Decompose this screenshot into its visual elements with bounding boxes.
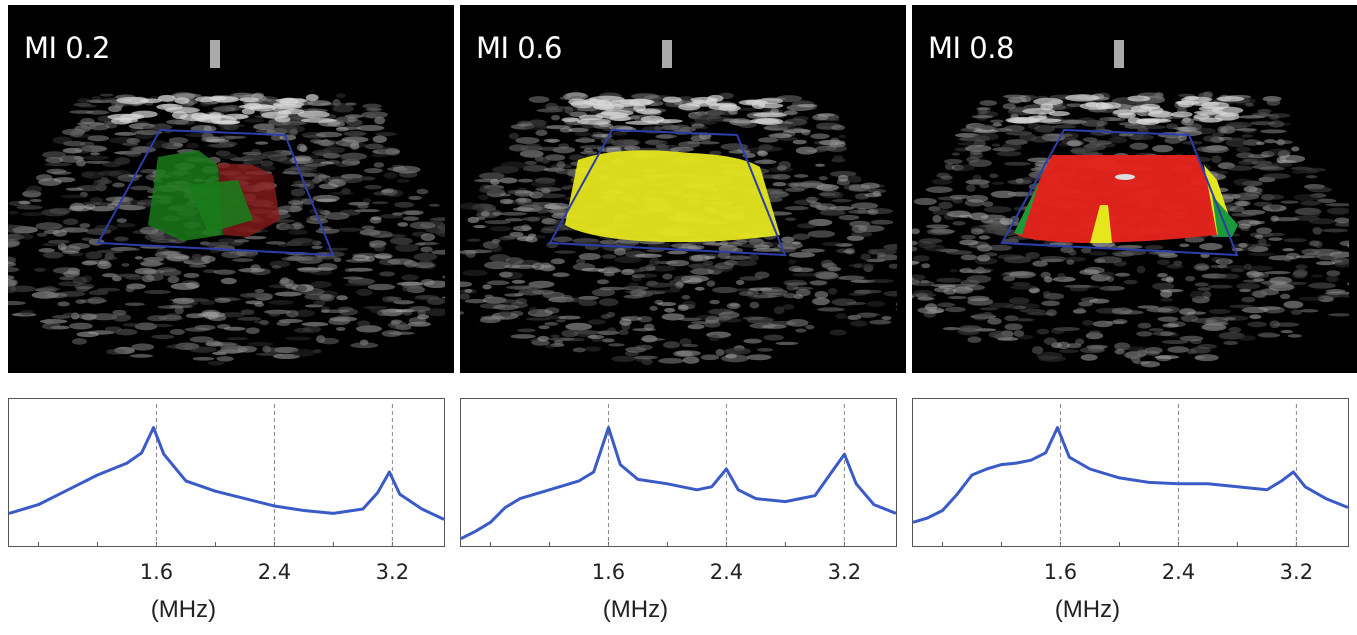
x-tick-label: 3.2 bbox=[827, 560, 862, 584]
overlay-green-edge bbox=[1212, 195, 1238, 237]
panel-1: MI 0.2 1.6 2.4 3.2 (MHz) bbox=[8, 0, 454, 635]
x-unit-label: (MHz) bbox=[150, 596, 217, 623]
ultrasound-image: MI 0.2 bbox=[8, 5, 454, 373]
panel-2: MI 0.6 1.6 2.4 3.2 (MHz) bbox=[460, 0, 906, 635]
color-overlay bbox=[565, 150, 780, 243]
x-unit-label: (MHz) bbox=[602, 596, 669, 623]
plot-frame bbox=[460, 398, 897, 547]
x-tick-label: 1.6 bbox=[1043, 560, 1078, 584]
x-tick-label: 2.4 bbox=[257, 560, 292, 584]
probe-marker bbox=[210, 40, 220, 68]
ultrasound-image: MI 0.6 bbox=[460, 5, 906, 373]
spectrum-plot bbox=[912, 398, 1357, 558]
mi-label: MI 0.8 bbox=[928, 31, 1014, 65]
probe-marker bbox=[662, 40, 672, 68]
roi-box bbox=[548, 128, 787, 257]
roi-box bbox=[1000, 128, 1239, 257]
x-tick-label: 1.6 bbox=[591, 560, 626, 584]
overlay-yellow-region bbox=[1090, 205, 1112, 243]
plot-frame bbox=[912, 398, 1349, 547]
mi-label: MI 0.2 bbox=[24, 31, 110, 65]
spectrum-line bbox=[460, 426, 897, 540]
x-tick-label: 2.4 bbox=[709, 560, 744, 584]
x-tick-label: 2.4 bbox=[1161, 560, 1196, 584]
overlay-green-left bbox=[1014, 180, 1040, 235]
spectrum-line bbox=[8, 426, 445, 521]
color-overlay bbox=[1014, 155, 1232, 243]
mi-label: MI 0.6 bbox=[476, 31, 562, 65]
plot-frame bbox=[8, 398, 445, 547]
roi-box bbox=[96, 128, 335, 257]
x-tick-label: 3.2 bbox=[375, 560, 410, 584]
x-tick-label: 3.2 bbox=[1279, 560, 1314, 584]
panel-3: MI 0.8 1.6 2.4 3.2 (MHz) bbox=[912, 0, 1357, 635]
x-unit-label: (MHz) bbox=[1054, 596, 1121, 623]
x-tick-label: 1.6 bbox=[139, 560, 174, 584]
probe-marker bbox=[1114, 40, 1124, 68]
spectrum-line bbox=[912, 426, 1349, 524]
spectrum-plot bbox=[460, 398, 906, 558]
ultrasound-image: MI 0.8 bbox=[912, 5, 1357, 373]
spectrum-plot bbox=[8, 398, 454, 558]
